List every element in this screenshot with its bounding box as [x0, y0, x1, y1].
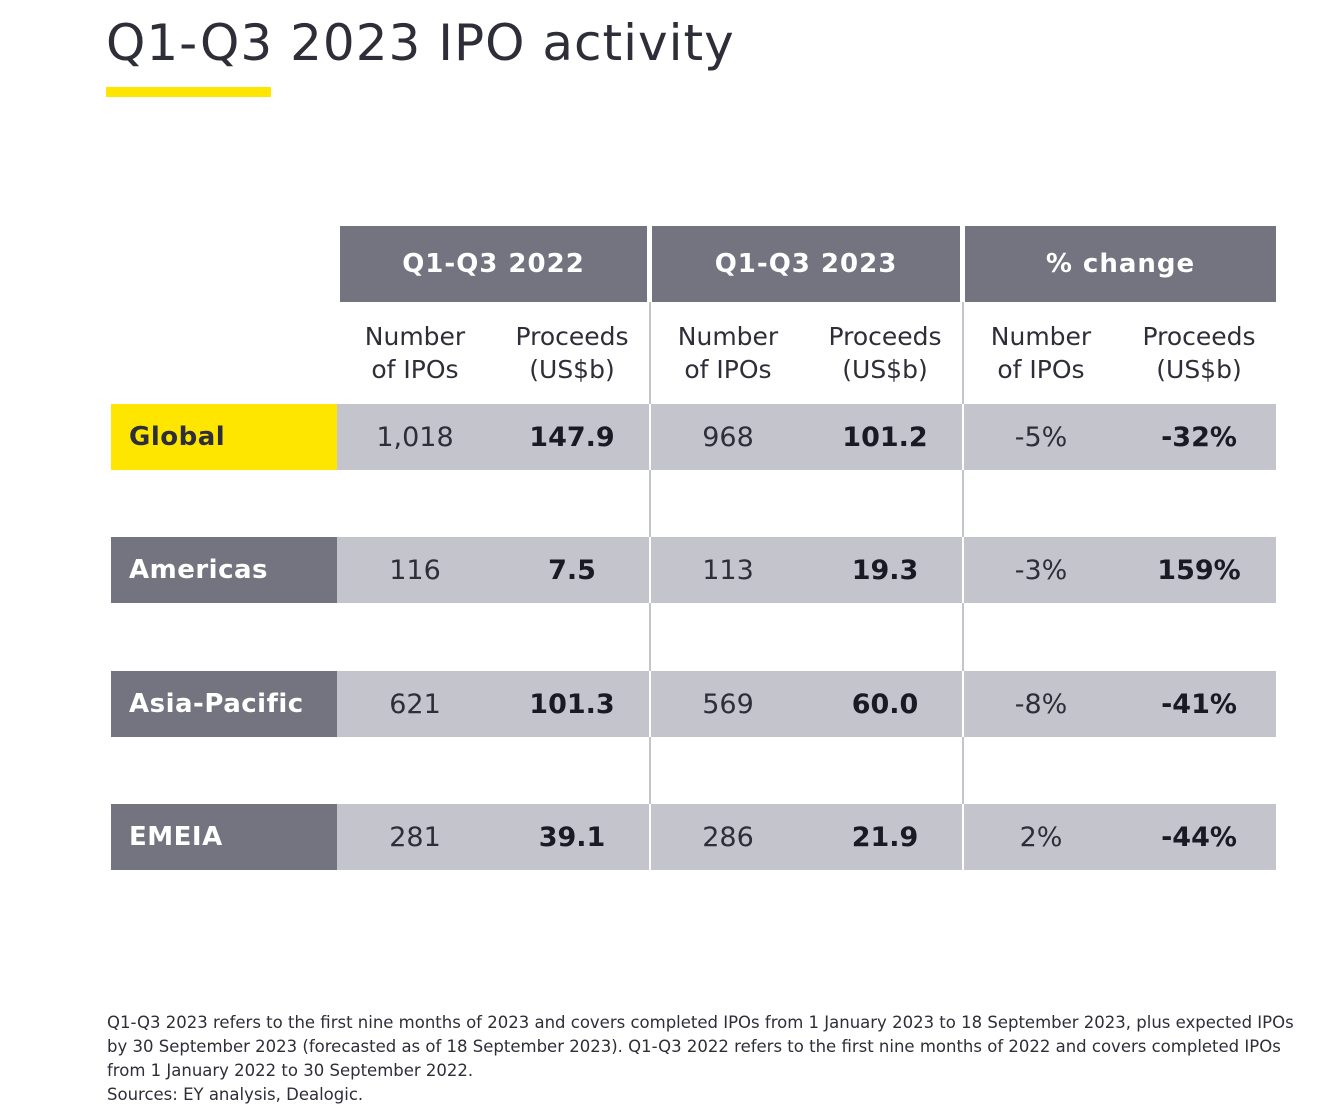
cell-proceeds-change: 159% — [1157, 554, 1241, 586]
subheader-proceeds-2023: Proceeds (US$b) — [828, 322, 942, 384]
subheader-number-of-ipos-change: Number of IPOs — [990, 322, 1092, 384]
table-row — [337, 671, 1276, 737]
row-divider — [649, 804, 651, 870]
row-divider — [649, 537, 651, 603]
title-accent-bar — [106, 87, 271, 97]
row-divider — [962, 671, 964, 737]
cell-proceeds-2022: 39.1 — [538, 821, 606, 853]
cell-proceeds-change: -32% — [1161, 421, 1237, 453]
cell-proceeds-2022: 7.5 — [548, 554, 596, 586]
header-q1-q3-2023: Q1-Q3 2023 — [652, 226, 960, 302]
subheader-proceeds-2022: Proceeds (US$b) — [515, 322, 629, 384]
cell-ipos-2022: 1,018 — [376, 421, 454, 453]
row-divider — [962, 537, 964, 603]
subheader-proceeds-change: Proceeds (US$b) — [1142, 322, 1256, 384]
row-label-global: Global — [111, 404, 337, 470]
table-row — [337, 537, 1276, 603]
row-divider — [649, 671, 651, 737]
cell-ipos-2022: 116 — [389, 554, 441, 586]
cell-proceeds-2022: 147.9 — [529, 421, 615, 453]
cell-ipos-2023: 968 — [702, 421, 754, 453]
cell-proceeds-2023: 101.2 — [842, 421, 928, 453]
cell-ipos-2022: 281 — [389, 821, 441, 853]
row-divider — [649, 404, 651, 470]
cell-ipos-2022: 621 — [389, 688, 441, 720]
footnote-sources: Sources: EY analysis, Dealogic. — [107, 1085, 364, 1104]
cell-ipos-2023: 286 — [702, 821, 754, 853]
header-percent-change: % change — [965, 226, 1276, 302]
row-label-emeia: EMEIA — [111, 804, 337, 870]
row-divider — [962, 404, 964, 470]
cell-proceeds-2022: 101.3 — [529, 688, 615, 720]
cell-proceeds-2023: 60.0 — [851, 688, 919, 720]
cell-ipos-change: -8% — [1014, 688, 1068, 720]
cell-proceeds-2023: 21.9 — [851, 821, 919, 853]
row-label-asia-pacific: Asia-Pacific — [111, 671, 337, 737]
cell-ipos-2023: 569 — [702, 688, 754, 720]
footnote-text: Q1-Q3 2023 refers to the first nine mont… — [107, 1013, 1294, 1080]
header-q1-q3-2022: Q1-Q3 2022 — [340, 226, 647, 302]
cell-ipos-2023: 113 — [702, 554, 754, 586]
cell-proceeds-change: -44% — [1161, 821, 1237, 853]
row-divider — [962, 804, 964, 870]
cell-proceeds-change: -41% — [1161, 688, 1237, 720]
table-row — [337, 804, 1276, 870]
page-title: Q1-Q3 2023 IPO activity — [106, 14, 735, 72]
cell-ipos-change: 2% — [1019, 821, 1063, 853]
cell-ipos-change: -5% — [1014, 421, 1068, 453]
table-row — [337, 404, 1276, 470]
footnote: Q1-Q3 2023 refers to the first nine mont… — [107, 1011, 1297, 1107]
subheader-number-of-ipos-2023: Number of IPOs — [677, 322, 779, 384]
row-label-americas: Americas — [111, 537, 337, 603]
cell-proceeds-2023: 19.3 — [851, 554, 919, 586]
cell-ipos-change: -3% — [1014, 554, 1068, 586]
subheader-number-of-ipos-2022: Number of IPOs — [364, 322, 466, 384]
